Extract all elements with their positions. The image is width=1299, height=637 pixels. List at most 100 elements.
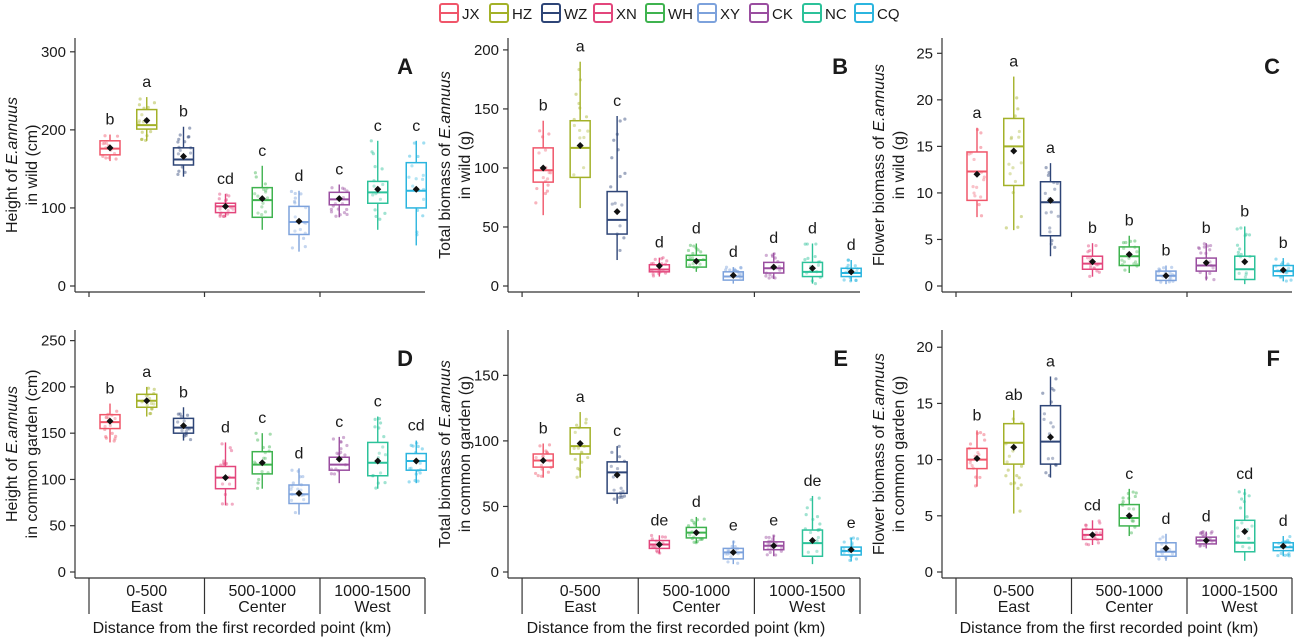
- box-hz: a: [136, 74, 158, 143]
- jitter-point: [1121, 241, 1126, 245]
- jitter-point: [1098, 531, 1102, 535]
- jitter-point: [1244, 272, 1248, 276]
- jitter-point: [383, 211, 387, 215]
- significance-letter: b: [106, 112, 115, 129]
- mean-marker: [1279, 542, 1287, 550]
- jitter-point: [977, 453, 981, 457]
- mean-marker: [1089, 258, 1096, 266]
- jitter-point: [334, 214, 338, 218]
- jitter-point: [726, 560, 730, 564]
- box-hz: a: [1003, 54, 1025, 231]
- mean-marker: [1047, 433, 1054, 441]
- mean-marker: [1162, 272, 1170, 280]
- jitter-point: [293, 196, 297, 200]
- jitter-point: [543, 191, 548, 196]
- significance-letter: a: [142, 74, 151, 91]
- jitter-point: [369, 139, 373, 143]
- jitter-point: [1131, 490, 1135, 494]
- jitter-point: [545, 450, 549, 454]
- jitter-point: [1053, 187, 1057, 191]
- jitter-point: [140, 137, 144, 141]
- group-range-label: 500-1000: [663, 583, 731, 600]
- jitter-point: [534, 201, 538, 205]
- jitter-point: [345, 212, 349, 217]
- y-axis-title-pre: Flower biomass of: [871, 132, 888, 266]
- y-tick-label: 20: [916, 92, 933, 109]
- jitter-point: [265, 196, 270, 200]
- jitter-point: [222, 214, 226, 219]
- jitter-point: [256, 438, 260, 442]
- y-tick-label: 10: [916, 185, 933, 202]
- jitter-point: [623, 117, 627, 121]
- y-axis-title: Total biomass of E.annuus: [437, 71, 454, 259]
- significance-letter: b: [539, 98, 548, 115]
- jitter-point: [1043, 191, 1047, 195]
- y-axis-title-pre: Flower biomass of: [871, 421, 888, 555]
- jitter-point: [618, 248, 622, 253]
- jitter-point: [688, 243, 693, 247]
- mean-marker: [539, 164, 547, 172]
- jitter-point: [813, 282, 818, 286]
- jitter-point: [615, 466, 620, 471]
- jitter-point: [292, 199, 297, 204]
- box-xn: cd: [214, 171, 237, 219]
- mean-marker: [1010, 443, 1018, 451]
- jitter-point: [978, 475, 982, 480]
- panel-letter: C: [1264, 54, 1280, 79]
- jitter-point: [253, 171, 257, 175]
- jitter-point: [416, 444, 420, 449]
- significance-letter: b: [1088, 220, 1097, 237]
- jitter-point: [696, 248, 700, 252]
- significance-letter: b: [179, 104, 188, 121]
- jitter-point: [846, 258, 851, 262]
- jitter-point: [1019, 464, 1024, 468]
- jitter-point: [1094, 531, 1098, 535]
- significance-letter: b: [179, 384, 188, 401]
- jitter-point: [374, 214, 378, 219]
- jitter-point: [261, 187, 266, 191]
- jitter-point: [612, 488, 616, 492]
- box-xn: d: [214, 419, 237, 506]
- jitter-point: [147, 396, 152, 401]
- jitter-point: [1157, 557, 1161, 561]
- jitter-point: [1086, 543, 1091, 547]
- panel-b: 0 50 100 150 200 Total biomass of E.annuusin …: [437, 38, 862, 297]
- jitter-point: [1044, 211, 1048, 215]
- y-axis-title-species: E.annuus: [437, 71, 454, 139]
- jitter-point: [383, 453, 388, 457]
- box-jx: b: [532, 98, 554, 216]
- jitter-point: [330, 186, 334, 190]
- jitter-point: [610, 450, 614, 454]
- box-xy: d: [288, 445, 310, 515]
- jitter-point: [1201, 529, 1205, 534]
- y-axis-title: Height of E.annuus: [4, 97, 21, 233]
- panel-f: 0 5 10 15 20 Flower biomass of E.annuus in com…: [871, 330, 1294, 637]
- jitter-point: [1236, 534, 1240, 538]
- jitter-point: [1042, 417, 1046, 421]
- jitter-point: [584, 115, 589, 119]
- jitter-point: [411, 444, 415, 448]
- box-xy: b: [1155, 243, 1177, 285]
- jitter-point: [256, 211, 260, 215]
- jitter-point: [581, 166, 586, 170]
- mean-marker: [729, 548, 737, 556]
- y-tick-label: 15: [916, 138, 933, 155]
- mean-marker: [180, 422, 187, 430]
- jitter-point: [692, 540, 696, 544]
- jitter-point: [774, 553, 778, 557]
- jitter-point: [846, 258, 850, 262]
- jitter-point: [736, 561, 740, 565]
- jitter-point: [1130, 518, 1134, 523]
- jitter-point: [1288, 534, 1292, 539]
- mean-marker: [692, 529, 700, 537]
- significance-letter: e: [847, 515, 856, 532]
- jitter-point: [1052, 388, 1056, 392]
- significance-letter: e: [769, 512, 778, 529]
- jitter-point: [726, 548, 730, 552]
- jitter-point: [690, 518, 694, 522]
- jitter-point: [222, 461, 226, 465]
- jitter-point: [546, 183, 550, 187]
- significance-letter: b: [1162, 243, 1171, 260]
- box-nc: d: [801, 221, 824, 286]
